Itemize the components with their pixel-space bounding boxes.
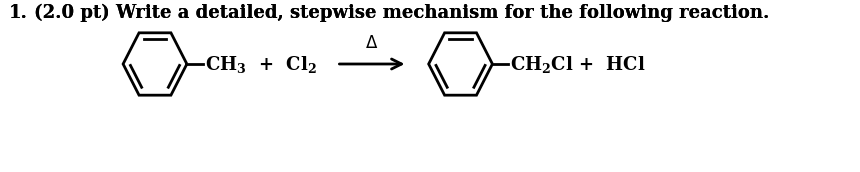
Text: 1.: 1. [9, 4, 28, 22]
Text: (2.0 pt) Write a detailed, stepwise mechanism for the following reaction.: (2.0 pt) Write a detailed, stepwise mech… [34, 4, 769, 22]
Text: (2.0 pt) Write a detailed, stepwise mechanism for the following reaction.: (2.0 pt) Write a detailed, stepwise mech… [34, 4, 769, 22]
Text: $\mathregular{CH_2Cl}$ +  HCl: $\mathregular{CH_2Cl}$ + HCl [510, 53, 646, 74]
Text: $\mathregular{CH_3}$  +  $\mathregular{Cl_2}$: $\mathregular{CH_3}$ + $\mathregular{Cl_… [205, 53, 316, 74]
Text: 1.: 1. [9, 4, 28, 22]
Text: $\Delta$: $\Delta$ [366, 35, 378, 52]
